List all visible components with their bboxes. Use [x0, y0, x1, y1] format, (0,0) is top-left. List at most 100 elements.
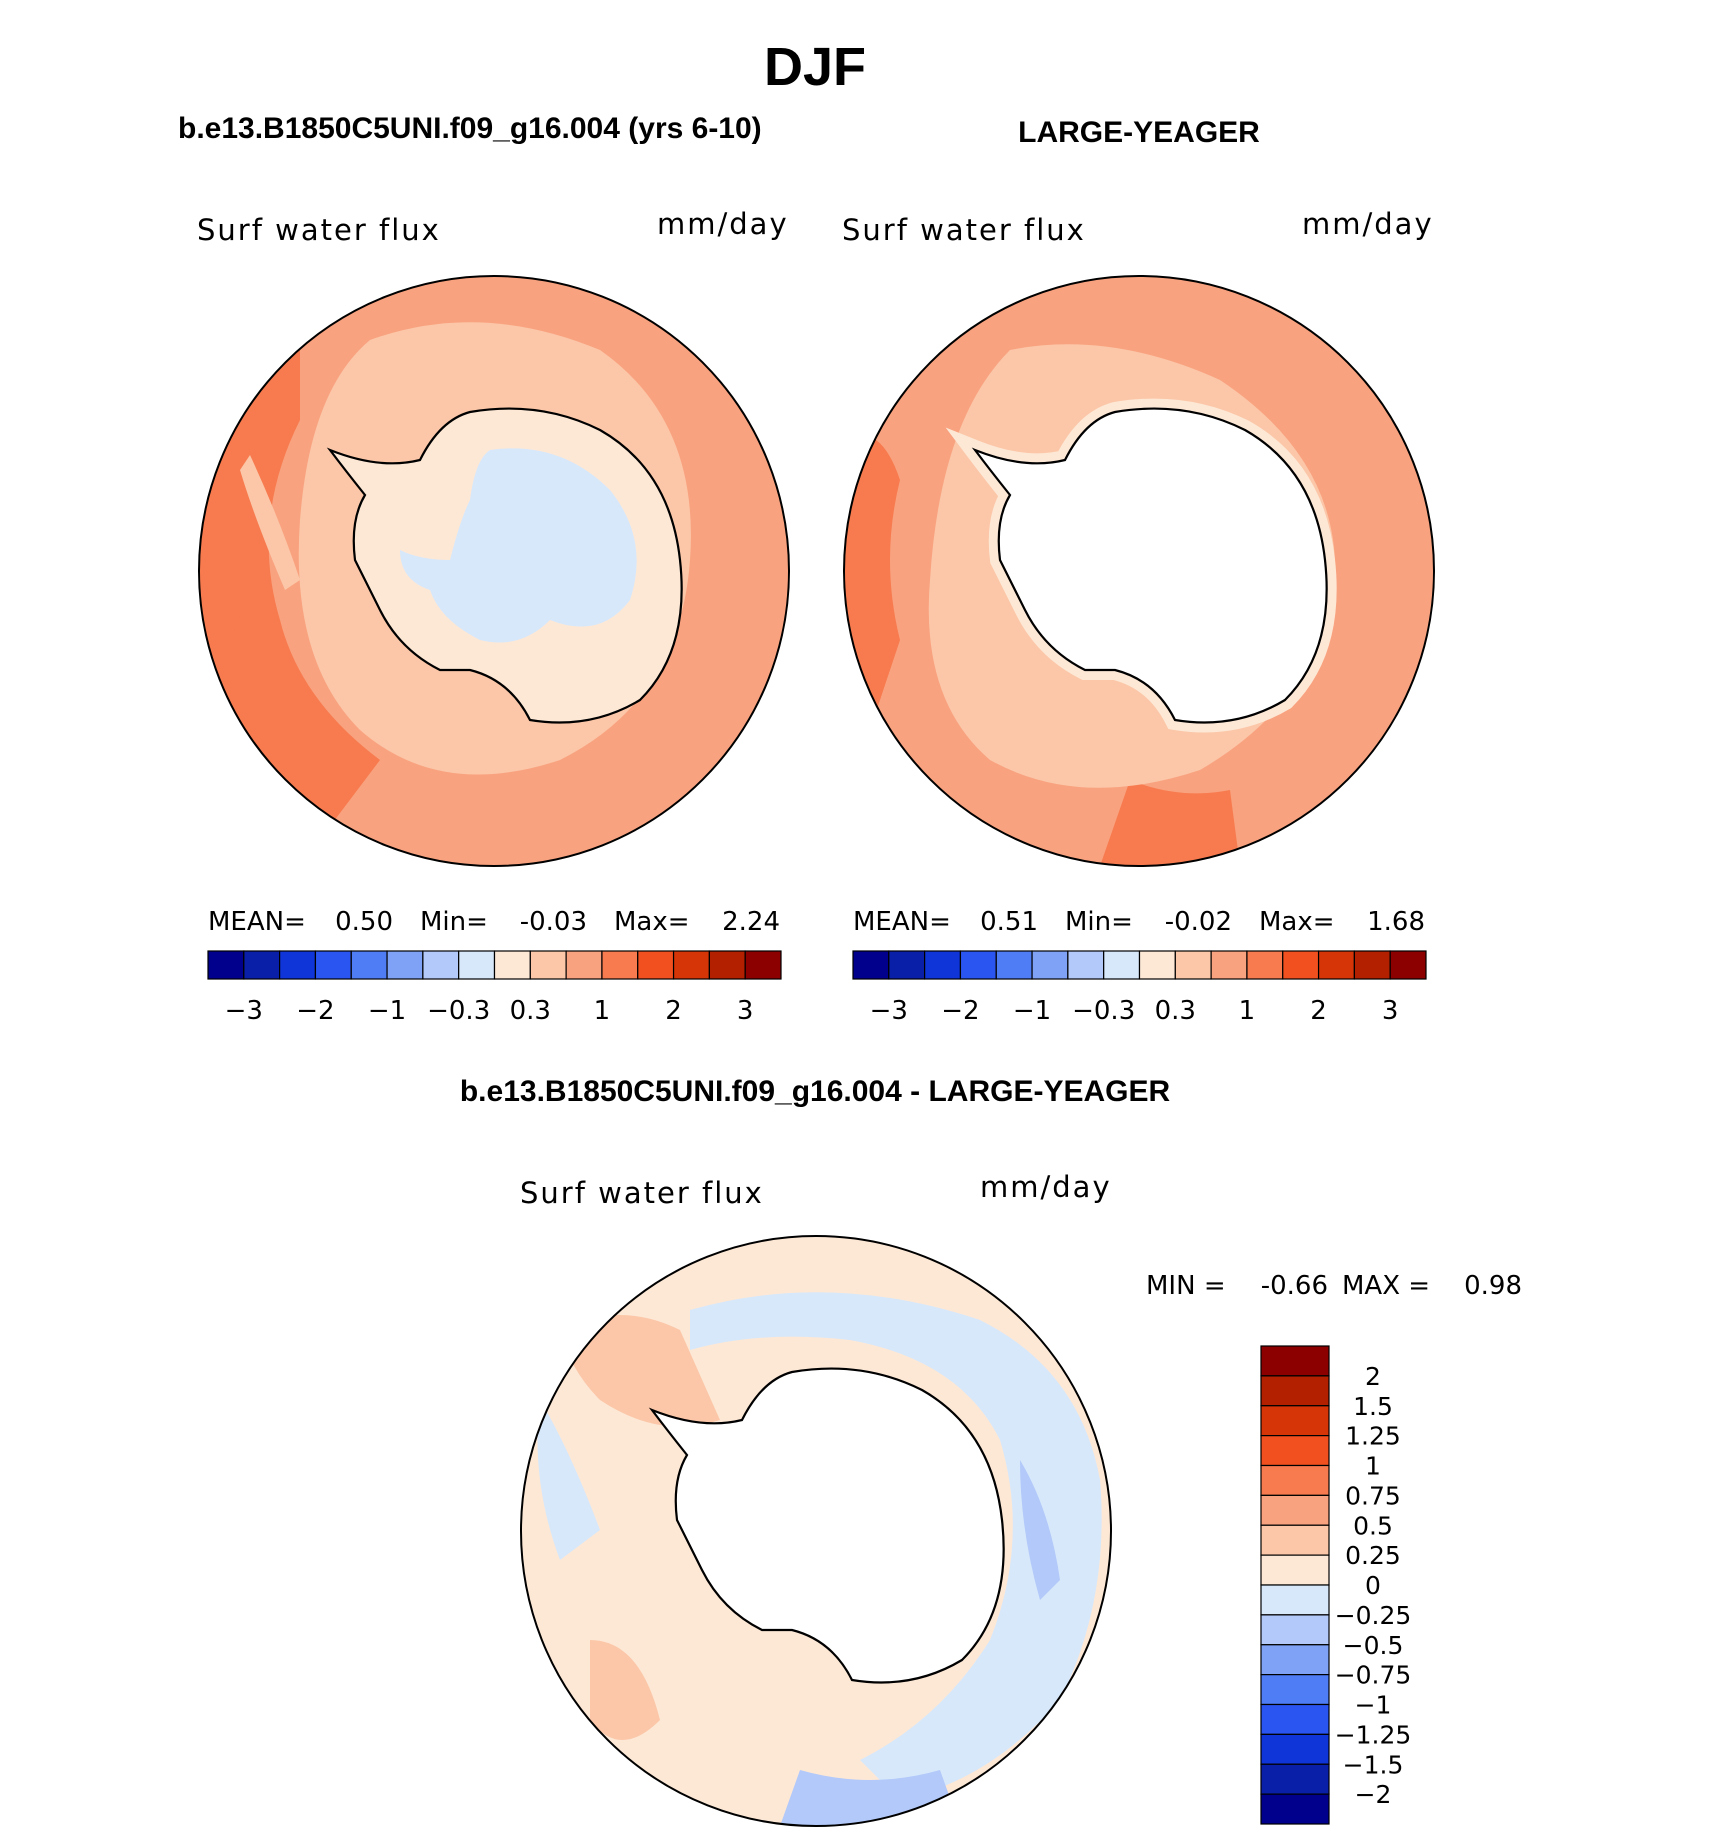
- obs-colorbar-swatch: [924, 950, 962, 980]
- obs-colorbar-swatch: [1317, 950, 1355, 980]
- case-colorbar-swatch: [386, 950, 424, 980]
- panel-obs-stats: MEAN= 0.51 Min= -0.02 Max= 1.68: [853, 907, 1425, 937]
- obs-high-flux-south: [1100, 780, 1240, 866]
- diff-colorbar-tick-label: −1.5: [1343, 1750, 1404, 1779]
- case-colorbar-tick-label: 3: [737, 996, 754, 1026]
- case-max-label: Max=: [614, 907, 690, 937]
- obs-mean-value: 0.51: [980, 907, 1038, 937]
- case-mean-label: MEAN=: [208, 907, 306, 937]
- case-coastline: [326, 407, 683, 724]
- diff-colorbar-swatch: [1260, 1375, 1330, 1407]
- panel-case-border: [198, 275, 790, 867]
- diff-colorbar-swatch: [1260, 1793, 1330, 1825]
- case-colorbar-tick-label: −1: [368, 996, 406, 1026]
- diff-colorbar-swatch: [1260, 1435, 1330, 1467]
- diff-positive-southwest: [590, 1640, 660, 1740]
- diff-colorbar-tick-label: 0.5: [1353, 1511, 1393, 1540]
- obs-colorbar-swatch: [1174, 950, 1212, 980]
- obs-antarctica-masked: [971, 407, 1328, 724]
- case-colorbar-swatch: [207, 950, 245, 980]
- panel-diff-border: [520, 1235, 1112, 1827]
- case-colorbar-swatch: [744, 950, 782, 980]
- obs-colorbar-tick-label: 2: [1310, 996, 1327, 1026]
- obs-colorbar-tick-label: −2: [941, 996, 979, 1026]
- diff-positive-northwest: [560, 1315, 720, 1427]
- case-min-value: -0.03: [520, 907, 587, 937]
- obs-colorbar-swatch: [1246, 950, 1284, 980]
- diff-colorbar-tick-label: 2: [1365, 1362, 1381, 1391]
- obs-colorbar-tick-label: 3: [1382, 996, 1399, 1026]
- case-mean-value: 0.50: [335, 907, 393, 937]
- panel-diff-units: mm/day: [980, 1170, 1112, 1204]
- diff-colorbar-tick-label: −0.75: [1335, 1661, 1412, 1690]
- obs-colorbar-swatch: [852, 950, 890, 980]
- case-colorbar-tick-label: −3: [225, 996, 263, 1026]
- diff-negative-east: [1020, 1460, 1060, 1600]
- panel-diff-field: Surf water flux: [520, 1176, 764, 1210]
- obs-colorbar-swatch: [1103, 950, 1141, 980]
- diff-max-label: MAX =: [1342, 1271, 1430, 1301]
- panel-diff-stats: MIN = -0.66 MAX = 0.98: [1146, 1271, 1522, 1301]
- panel-obs-border: [843, 275, 1435, 867]
- figure-title: DJF: [764, 37, 866, 97]
- case-colorbar-tick-label: 2: [665, 996, 682, 1026]
- panel-obs-colorbar: −3 −2 −1 −0.3 0.3 1 2 3: [852, 950, 1427, 1026]
- obs-colorbar-swatch: [1067, 950, 1105, 980]
- case-colorbar-swatch: [637, 950, 675, 980]
- panel-case-title: b.e13.B1850C5UNI.f09_g16.004 (yrs 6-10): [178, 112, 762, 145]
- panel-case-field: Surf water flux: [197, 213, 441, 247]
- case-high-flux-spot: [230, 600, 310, 740]
- obs-colorbar-swatch: [888, 950, 926, 980]
- diff-colorbar-tick-label: 1: [1365, 1452, 1381, 1481]
- case-colorbar-swatch: [708, 950, 746, 980]
- panel-obs-units: mm/day: [1302, 207, 1434, 241]
- diff-colorbar-swatch: [1260, 1464, 1330, 1496]
- diff-colorbar-swatch: [1260, 1644, 1330, 1676]
- case-colorbar-tick-label: −0.3: [427, 996, 490, 1026]
- obs-min-value: -0.02: [1165, 907, 1232, 937]
- panel-diff-map: [521, 1236, 1111, 1826]
- diff-colorbar-tick-label: −2: [1355, 1780, 1392, 1809]
- case-colorbar-swatch: [243, 950, 281, 980]
- diff-negative-west: [537, 1400, 600, 1560]
- panel-obs: LARGE-YEAGER Surf water flux mm/day MEAN…: [842, 116, 1435, 1026]
- case-colorbar-swatch: [601, 950, 639, 980]
- obs-colorbar-tick-label: 1: [1239, 996, 1256, 1026]
- obs-max-label: Max=: [1259, 907, 1335, 937]
- diff-colorbar-tick-label: 0: [1365, 1571, 1381, 1600]
- panel-diff: b.e13.B1850C5UNI.f09_g16.004 - LARGE-YEA…: [460, 1075, 1522, 1827]
- diff-antarctica-masked: [648, 1367, 1005, 1684]
- panel-case-colorbar: −3 −2 −1 −0.3 0.3 1 2 3: [207, 950, 782, 1026]
- diff-colorbar-swatch: [1260, 1703, 1330, 1735]
- obs-colorbar-swatch: [1031, 950, 1069, 980]
- obs-colorbar-swatch: [995, 950, 1033, 980]
- panel-diff-colorbar: 21.51.2510.750.50.250−0.25−0.5−0.75−1−1.…: [1260, 1345, 1412, 1825]
- case-colorbar-tick-label: 1: [594, 996, 611, 1026]
- diff-colorbar-swatch: [1260, 1554, 1330, 1586]
- case-colorbar-swatch: [493, 950, 531, 980]
- diff-colorbar-swatch: [1260, 1405, 1330, 1437]
- case-colorbar-swatch: [422, 950, 460, 980]
- diff-colorbar-tick-label: 1.5: [1353, 1392, 1393, 1421]
- diff-colorbar-tick-label: −1.25: [1335, 1720, 1412, 1749]
- case-colorbar-tick-label: 0.3: [510, 996, 551, 1026]
- panel-obs-map: [844, 276, 1434, 866]
- case-colorbar-swatch: [279, 950, 317, 980]
- diff-colorbar-swatch: [1260, 1524, 1330, 1556]
- case-colorbar-swatch: [458, 950, 496, 980]
- diff-colorbar-swatch: [1260, 1733, 1330, 1765]
- diff-colorbar-tick-label: −1: [1355, 1691, 1392, 1720]
- obs-colorbar-tick-label: −3: [870, 996, 908, 1026]
- panel-case: b.e13.B1850C5UNI.f09_g16.004 (yrs 6-10) …: [178, 112, 790, 1026]
- case-colorbar-swatch: [565, 950, 603, 980]
- case-colorbar-swatch: [350, 950, 388, 980]
- diff-colorbar-swatch: [1260, 1674, 1330, 1706]
- obs-colorbar-swatch: [1389, 950, 1427, 980]
- diff-colorbar-swatch: [1260, 1584, 1330, 1616]
- diff-colorbar-tick-label: −0.5: [1343, 1631, 1404, 1660]
- obs-max-value: 1.68: [1367, 907, 1425, 937]
- case-colorbar-swatch: [314, 950, 352, 980]
- case-min-label: Min=: [420, 907, 488, 937]
- diff-colorbar-swatch: [1260, 1614, 1330, 1646]
- diff-colorbar-swatch: [1260, 1345, 1330, 1377]
